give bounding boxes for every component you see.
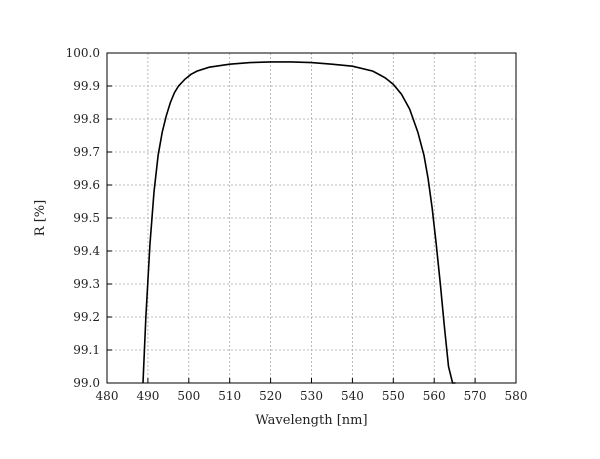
x-tick-label: 520 bbox=[259, 389, 282, 403]
x-tick-label: 480 bbox=[96, 389, 119, 403]
x-tick-labels: 480 490 500 510 520 530 540 550 560 570 580 bbox=[96, 389, 528, 403]
y-tick-label: 99.8 bbox=[73, 112, 100, 126]
x-tick-label: 540 bbox=[341, 389, 364, 403]
y-tick-label: 99.0 bbox=[73, 376, 100, 390]
x-tick-label: 530 bbox=[300, 389, 323, 403]
x-tick-label: 580 bbox=[505, 389, 528, 403]
plot-frame bbox=[106, 52, 517, 384]
reflectance-curve bbox=[142, 61, 456, 384]
x-axis-label: Wavelength [nm] bbox=[255, 413, 367, 428]
x-tick-label: 510 bbox=[218, 389, 241, 403]
y-tick-label: 99.5 bbox=[73, 211, 100, 225]
y-tick-label: 99.7 bbox=[73, 145, 100, 159]
y-tick-label: 99.1 bbox=[73, 343, 100, 357]
y-axis-label: R [%] bbox=[33, 200, 48, 236]
x-tick-label: 490 bbox=[136, 389, 159, 403]
y-tick-label: 99.9 bbox=[73, 79, 100, 93]
y-tick-labels: 99.0 99.1 99.2 99.3 99.4 99.5 99.6 99.7 99.8 99.9… bbox=[66, 46, 101, 390]
x-tick-label: 570 bbox=[464, 389, 487, 403]
x-tick-label: 560 bbox=[423, 389, 446, 403]
x-tick-label: 500 bbox=[177, 389, 200, 403]
x-tick-label: 550 bbox=[382, 389, 405, 403]
y-tick-label: 100.0 bbox=[66, 46, 100, 60]
y-tick-label: 99.6 bbox=[73, 178, 100, 192]
y-tick-label: 99.2 bbox=[73, 310, 100, 324]
y-tick-label: 99.4 bbox=[73, 244, 100, 258]
grid-lines bbox=[107, 53, 516, 383]
y-tick-label: 99.3 bbox=[73, 277, 100, 291]
